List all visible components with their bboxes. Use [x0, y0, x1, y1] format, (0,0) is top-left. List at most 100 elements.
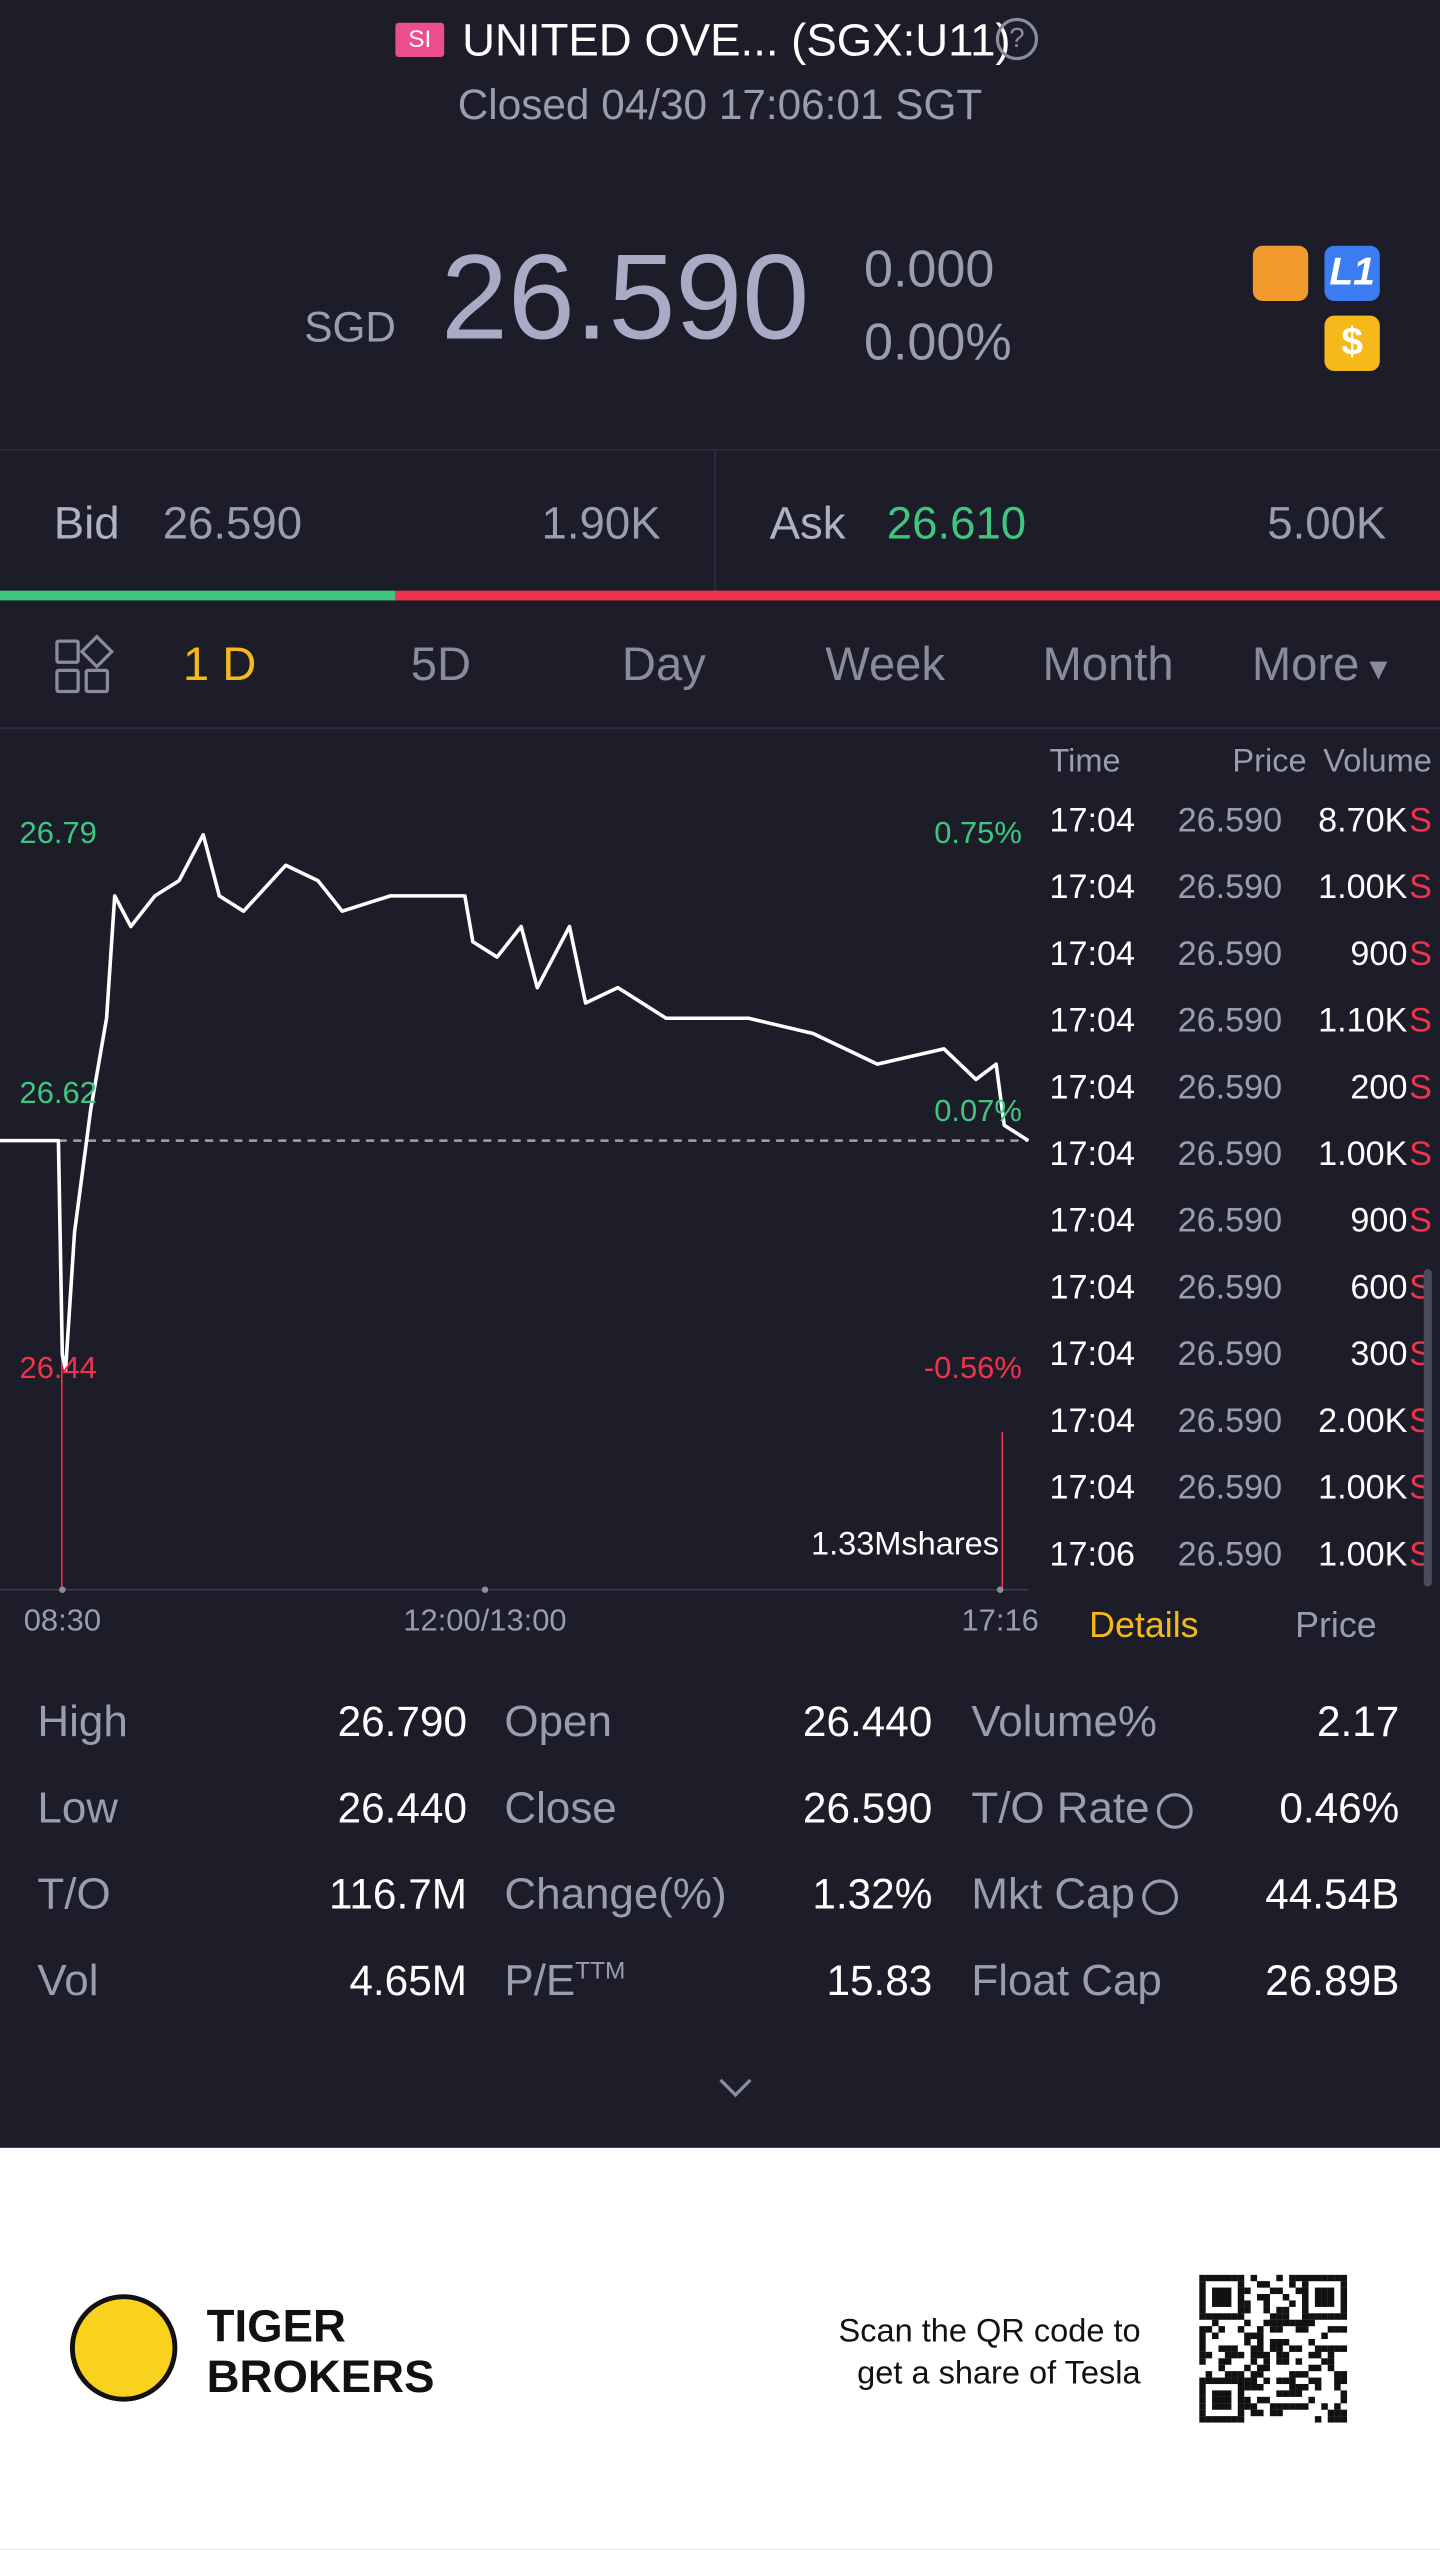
brand: TIGER	[206, 2300, 346, 2352]
tab[interactable]: 1 D	[182, 639, 257, 692]
tab[interactable]: Month	[1042, 639, 1174, 692]
trade-volume: 900	[1350, 935, 1408, 974]
y-tick-label: 26.79	[20, 815, 97, 850]
expand-chevron[interactable]	[719, 2064, 752, 2098]
bid-size: 1.90K	[541, 497, 661, 549]
scrollbar	[1423, 1269, 1432, 1587]
bid-label: Bid	[53, 497, 120, 549]
trade-header: Time	[1049, 743, 1121, 780]
x-tick	[996, 1586, 1004, 1593]
ask-size: 5.00K	[1267, 497, 1387, 549]
trade-volume: 1.00K	[1318, 868, 1408, 907]
promo: get a share of Tesla	[857, 2356, 1141, 2392]
trade-time: 17:04	[1049, 1269, 1136, 1307]
icon-dollar[interactable]: $	[1324, 315, 1380, 371]
stat-label: Change(%)	[504, 1869, 727, 1919]
trade-header: Price	[1232, 743, 1307, 780]
trade-price: 26.590	[1177, 1402, 1283, 1441]
trade-price: 26.590	[1177, 1002, 1283, 1040]
stat-value: 26.790	[337, 1697, 467, 1746]
tiger-logo	[69, 2294, 178, 2402]
stat-label: Low	[37, 1783, 119, 1833]
trade-volume: 900	[1350, 1202, 1408, 1240]
trade-side: S	[1409, 1135, 1432, 1174]
trade-volume: 200	[1350, 1069, 1408, 1107]
change: 0.000	[864, 239, 995, 298]
stat-value: 0.46%	[1279, 1783, 1400, 1833]
trade-time: 17:04	[1049, 1069, 1136, 1107]
stat-value: 116.7M	[329, 1869, 467, 1919]
stat-value: 26.590	[802, 1783, 933, 1833]
y2-tick-label: 0.75%	[934, 815, 1022, 850]
tab[interactable]: 5D	[410, 639, 472, 692]
stat-label: High	[37, 1697, 128, 1746]
divider	[714, 450, 716, 594]
tab[interactable]: Day	[621, 639, 706, 692]
stat-value: 26.440	[802, 1697, 933, 1746]
trade-side: S	[1409, 868, 1432, 907]
stat-label: Open	[504, 1697, 612, 1746]
trade-price: 26.590	[1177, 1269, 1283, 1307]
trade-header: Volume	[1323, 743, 1432, 780]
info-icon[interactable]	[1156, 1792, 1192, 1829]
badge: SI	[395, 22, 445, 57]
panel-tab[interactable]: Details	[1089, 1604, 1199, 1646]
trade-price: 26.590	[1177, 868, 1283, 907]
divider	[0, 449, 1440, 451]
footer: TIGER BROKERS Scan the QR code to get a …	[0, 2147, 1440, 2550]
status: Closed 04/30 17:06:01 SGT	[457, 79, 983, 129]
price: 26.590	[440, 229, 810, 365]
x-tick-label: 17:16	[961, 1602, 1038, 1637]
stat-value: 44.54B	[1265, 1869, 1400, 1919]
stat-sup: TTM	[575, 1957, 626, 1986]
trade-price: 26.590	[1177, 1335, 1283, 1374]
stat-value: 26.89B	[1265, 1955, 1400, 2005]
x-tick	[59, 1586, 66, 1593]
trade-price: 26.590	[1177, 1069, 1283, 1107]
trade-time: 17:04	[1049, 1135, 1136, 1174]
stat-label: Close	[504, 1783, 617, 1833]
stat-label: Float Cap	[971, 1955, 1162, 2005]
title: UNITED OVE... (SGX:U11)	[462, 14, 1011, 66]
trade-side: S	[1409, 1202, 1432, 1240]
change-pct: 0.00%	[864, 312, 1012, 371]
layout-icon[interactable]	[55, 634, 115, 694]
price-line	[0, 832, 1030, 1372]
brand: BROKERS	[206, 2351, 435, 2402]
stat-label: Mkt Cap	[971, 1872, 1178, 1917]
stat-label: P/ETTM	[504, 1955, 626, 2005]
trade-price: 26.590	[1177, 1536, 1283, 1574]
trade-price: 26.590	[1177, 1202, 1283, 1240]
x-tick-label: 12:00/13:00	[403, 1602, 566, 1637]
icon-nodividend[interactable]	[1252, 245, 1309, 302]
y2-tick-label: -0.56%	[924, 1350, 1022, 1385]
x-tick	[481, 1586, 489, 1593]
help-icon[interactable]: ?	[995, 17, 1039, 61]
ask-label: Ask	[769, 497, 846, 549]
stat-value: 2.17	[1316, 1697, 1400, 1746]
trade-volume: 1.00K	[1318, 1536, 1408, 1574]
trade-price: 26.590	[1177, 802, 1283, 840]
trade-time: 17:04	[1049, 1335, 1136, 1374]
bid: 26.590	[162, 497, 303, 549]
stat-label: T/O	[37, 1869, 111, 1919]
trade-time: 17:04	[1049, 1202, 1136, 1240]
stat-value: 26.440	[337, 1783, 467, 1833]
trade-time: 17:04	[1049, 1402, 1136, 1441]
trade-volume: 300	[1350, 1335, 1408, 1374]
icon-l1[interactable]: L1	[1324, 245, 1380, 302]
volume-label: 1.33Mshares	[811, 1525, 999, 1561]
trade-volume: 2.00K	[1318, 1402, 1408, 1441]
bid-bar	[0, 590, 396, 601]
tab[interactable]: Week	[825, 639, 946, 692]
trade-side: S	[1409, 1002, 1432, 1040]
tab[interactable]: More ▾	[1251, 639, 1388, 692]
trade-time: 17:04	[1049, 1469, 1136, 1507]
trade-volume: 8.70K	[1318, 802, 1408, 840]
info-icon[interactable]	[1141, 1879, 1178, 1915]
ask: 26.610	[886, 497, 1027, 549]
chart: 1.33Mshares 26.79 26.62 26.44 0.75% 0.07% -0.…	[0, 815, 1039, 1637]
divider	[0, 727, 1440, 729]
panel-tab[interactable]: Price	[1295, 1604, 1377, 1646]
